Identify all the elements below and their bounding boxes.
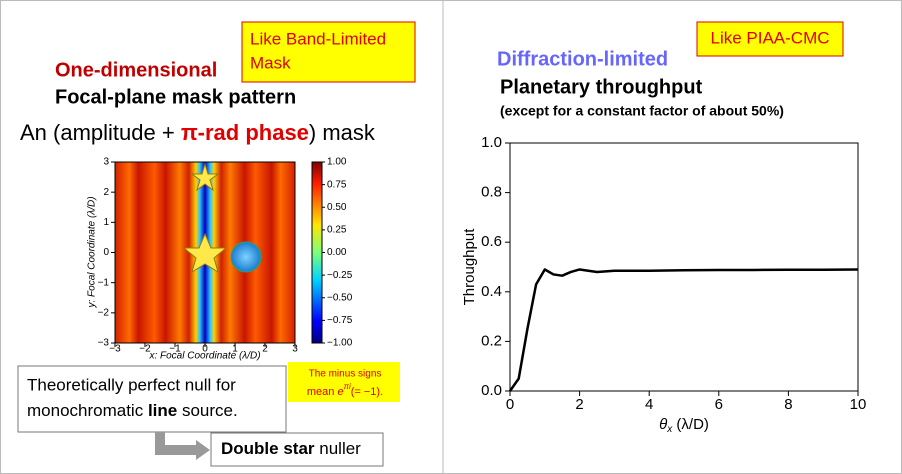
colorbar-tick-label: −0.25 (327, 270, 353, 281)
x-tick-label: 1 (232, 344, 238, 355)
x-tick-label: −2 (139, 344, 151, 355)
x-label: θx (λ/D) (659, 416, 709, 435)
x-tick-label: −1 (169, 344, 181, 355)
x-tick-label: 2 (575, 396, 583, 413)
callout: Like PIAA-CMC (710, 28, 829, 47)
x-tick-label: 10 (850, 396, 867, 413)
statement: monochromatic line source. (27, 401, 238, 420)
callout: Mask (250, 53, 291, 72)
result-box (210, 432, 384, 467)
note: mean eπi(= −1). (307, 382, 383, 398)
note-box (288, 362, 400, 402)
y-label: y: Focal Coordinate (λ/D) (87, 196, 98, 308)
plot-frame (509, 142, 859, 392)
note: (except for a constant factor of about 5… (500, 103, 784, 119)
colorbar-tick-label: −0.75 (327, 315, 353, 326)
statement-box (17, 365, 287, 433)
y-tick-label: −2 (98, 307, 110, 318)
result: Double star nuller (221, 439, 361, 458)
y-label: Throughput (461, 228, 478, 306)
callout: Like Band-Limited (250, 29, 386, 48)
y-tick-label: 3 (103, 157, 109, 168)
arrow (155, 432, 198, 455)
y-tick-label: 0.2 (481, 332, 502, 349)
caption: An (amplitude + π-rad phase) mask (20, 120, 376, 145)
x-tick-label: 2 (262, 344, 268, 355)
y-tick-label: 0.4 (481, 283, 502, 300)
y-tick-label: −1 (98, 277, 110, 288)
star (182, 232, 228, 274)
throughput-line (508, 268, 859, 392)
planet (230, 241, 262, 273)
x-label: x: Focal Coordinate (λ/D) (148, 351, 260, 362)
x-tick-label: 0 (202, 344, 208, 355)
heading: One-dimensional (55, 59, 217, 81)
x-tick-label: 4 (645, 396, 653, 413)
subheading: Focal-plane mask pattern (55, 86, 296, 108)
arrow-head (196, 440, 210, 460)
colorbar-tick-label: 0.25 (327, 225, 347, 236)
y-tick-label: 2 (103, 187, 109, 198)
colorbar (311, 161, 323, 344)
y-tick-label: 0.6 (481, 233, 502, 250)
colorbar-tick-label: 0.75 (327, 179, 347, 190)
colorbar-tick-label: 0.00 (327, 247, 347, 258)
x-tick-label: 8 (784, 396, 792, 413)
x-tick-label: 0 (506, 396, 514, 413)
x-tick-label: 6 (715, 396, 723, 413)
statement: Theoretically perfect null for (27, 375, 236, 394)
callout-box (696, 21, 844, 57)
y-tick-label: 0.0 (481, 382, 502, 399)
y-tick-label: 0.8 (481, 184, 502, 201)
callout-box (241, 21, 416, 83)
x-tick-label: 3 (292, 344, 298, 355)
y-tick-label: 0 (103, 247, 109, 258)
colorbar-tick-label: −0.50 (327, 292, 353, 303)
colorbar-tick-label: 0.50 (327, 202, 347, 213)
heading: Diffraction-limited (497, 48, 668, 70)
star (190, 162, 220, 192)
colorbar-tick-label: 1.00 (327, 157, 347, 168)
y-tick-label: 1.0 (481, 134, 502, 151)
note: The minus signs (309, 369, 382, 380)
y-tick-label: 1 (103, 217, 109, 228)
colorbar-tick-label: −1.00 (327, 338, 353, 349)
subheading: Planetary throughput (500, 76, 703, 98)
y-tick-label: −3 (98, 338, 110, 349)
x-tick-label: −3 (109, 344, 121, 355)
